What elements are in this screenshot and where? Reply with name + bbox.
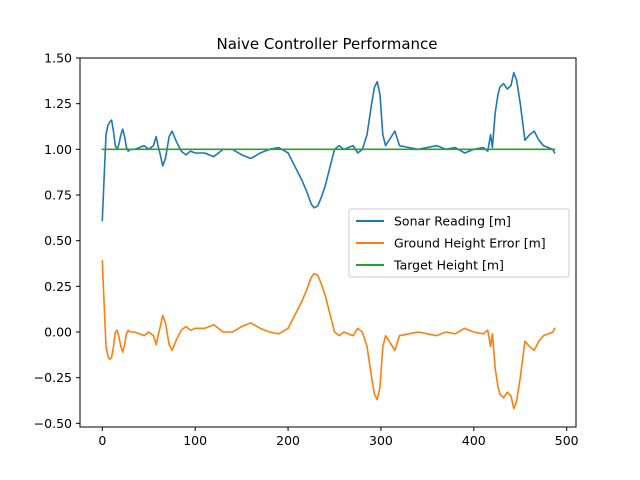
y-tick-label: 0.25 — [44, 279, 72, 294]
y-tick-label: 0.50 — [44, 233, 72, 248]
legend-label: Sonar Reading [m] — [394, 214, 511, 229]
plot-lines — [101, 71, 556, 410]
y-tick-label: −0.50 — [34, 416, 72, 431]
y-tick-label: 1.25 — [44, 96, 72, 111]
series-line-2 — [101, 259, 556, 410]
x-axis: 0 100 200 300 400 500 — [98, 427, 579, 448]
series-line-1 — [101, 71, 556, 222]
y-tick-label: 0.00 — [44, 325, 72, 340]
x-tick-label: 400 — [462, 433, 486, 448]
y-axis: −0.50 −0.25 0.00 0.25 0.50 0.75 1.00 1.25 1.50 — [34, 51, 80, 431]
x-tick-label: 100 — [183, 433, 207, 448]
y-tick-label: 1.00 — [44, 142, 72, 157]
x-tick-label: 500 — [555, 433, 579, 448]
plot-frame — [79, 57, 577, 428]
legend-label: Ground Height Error [m] — [394, 236, 546, 251]
legend-label: Target Height [m] — [393, 258, 504, 273]
x-tick-label: 200 — [276, 433, 300, 448]
legend-box — [348, 208, 570, 278]
chart-title: Naive Controller Performance — [216, 35, 437, 53]
y-tick-label: −0.25 — [34, 370, 72, 385]
legend: Sonar Reading [m] Ground Height Error [m]… — [348, 208, 570, 278]
y-tick-label: 0.75 — [44, 188, 72, 203]
y-tick-label: 1.50 — [44, 51, 72, 66]
x-tick-label: 300 — [369, 433, 393, 448]
x-tick-label: 0 — [98, 433, 106, 448]
